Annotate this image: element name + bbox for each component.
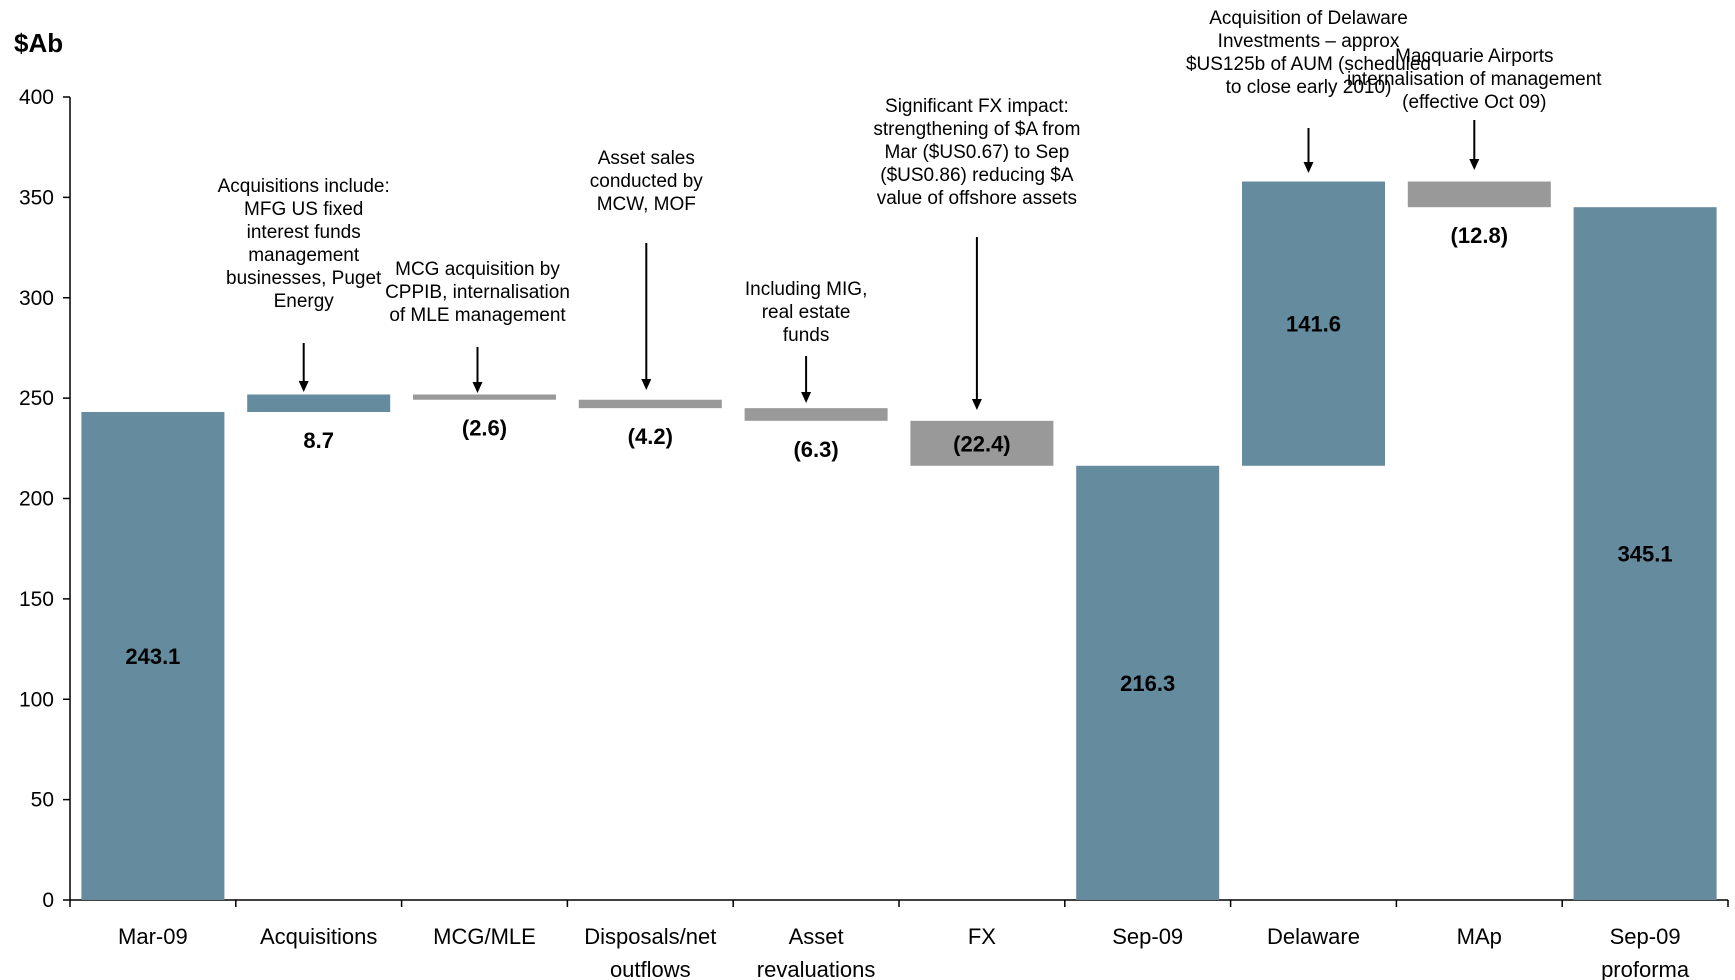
- bar-increase: [247, 394, 391, 412]
- bar-decrease: [413, 394, 556, 400]
- annotation-arrow-head: [801, 392, 812, 403]
- bar-value-label: (22.4): [953, 431, 1010, 456]
- bar-value-label: 243.1: [125, 644, 180, 669]
- x-category-label: Delaware: [1267, 924, 1360, 949]
- x-category-label: FX: [968, 924, 996, 949]
- annotation-arrow-head: [1469, 159, 1480, 170]
- x-category-label: MCG/MLE: [433, 924, 536, 949]
- x-category-label: MAp: [1457, 924, 1502, 949]
- y-tick-label: 150: [19, 588, 54, 611]
- annotation-text: Macquarie Airports internalisation of ma…: [1347, 46, 1602, 113]
- x-category-label: Sep-09: [1610, 924, 1681, 949]
- annotation-text: Including MIG, real estate funds: [744, 279, 868, 346]
- bar-decrease: [910, 420, 1054, 466]
- x-category-label: Asset: [789, 924, 844, 949]
- x-category-label: proforma: [1601, 957, 1690, 980]
- value-labels: 243.1 8.7 (2.6) (4.2) (6.3) (22.4) 216.3 141.6 (…: [125, 223, 1672, 696]
- bar-value-label: (2.6): [462, 416, 507, 441]
- x-category-label: Sep-09: [1112, 924, 1183, 949]
- bar-total: [1076, 465, 1220, 900]
- bar-decrease: [578, 399, 722, 409]
- x-category-label: outflows: [610, 957, 691, 980]
- y-tick-label: 100: [19, 688, 54, 711]
- annotation-arrows: [298, 120, 1480, 410]
- annotation-text: Asset sales conducted by MCW, MOF: [589, 148, 703, 215]
- x-category-label: revaluations: [757, 957, 876, 980]
- bar-value-label: (12.8): [1451, 223, 1508, 248]
- annotation-text: MCG acquisition by CPPIB, internalisatio…: [385, 259, 570, 326]
- bars: [81, 181, 1717, 901]
- y-tick-label: 250: [19, 387, 54, 410]
- annotation-text: Significant FX impact: strengthening of …: [873, 96, 1081, 209]
- y-tick-label: 200: [19, 488, 54, 511]
- bar-total: [1573, 207, 1717, 901]
- bar-value-label: 141.6: [1286, 312, 1341, 337]
- y-tick-label: 0: [42, 889, 54, 912]
- annotation-text: Acquisitions include: MFG US fixed inter…: [217, 176, 390, 312]
- bar-value-label: (6.3): [793, 437, 838, 462]
- y-tick-label: 350: [19, 186, 54, 209]
- y-tick-label: 300: [19, 287, 54, 310]
- y-tick-label: 50: [31, 789, 54, 812]
- bar-decrease: [744, 408, 888, 421]
- annotation-arrow-head: [298, 381, 309, 392]
- annotation-arrow-head: [1303, 162, 1314, 173]
- bar-value-label: 345.1: [1618, 542, 1673, 567]
- y-axis-unit-label: $Ab: [14, 28, 64, 58]
- x-category-label: Disposals/net: [584, 924, 716, 949]
- x-category-label: Mar-09: [118, 924, 188, 949]
- annotation-arrow-head: [641, 379, 652, 390]
- annotation-arrow-head: [472, 382, 483, 393]
- bar-decrease: [1407, 181, 1551, 208]
- bar-total: [81, 411, 225, 900]
- y-tick-label: 400: [19, 86, 54, 109]
- bar-value-label: 216.3: [1120, 671, 1175, 696]
- bar-value-label: 8.7: [303, 428, 334, 453]
- bar-value-label: (4.2): [628, 424, 673, 449]
- bar-increase: [1242, 181, 1385, 466]
- axes: 0 50 100 150 200 250 300 350 400 Mar-09 Acquisitio…: [19, 86, 1729, 980]
- annotation-text: Acquisition of Delaware Investments – ap…: [1185, 8, 1432, 98]
- x-category-label: Acquisitions: [260, 924, 377, 949]
- annotation-arrow-head: [971, 399, 982, 410]
